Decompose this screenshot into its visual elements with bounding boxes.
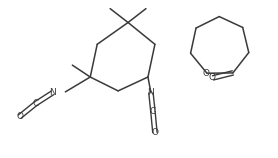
Text: O: O	[152, 128, 158, 137]
Text: O: O	[202, 69, 210, 78]
Text: C: C	[33, 99, 39, 108]
Text: O: O	[16, 112, 23, 121]
Text: N: N	[49, 88, 56, 97]
Text: N: N	[148, 88, 154, 97]
Text: O: O	[208, 73, 215, 82]
Text: C: C	[150, 107, 156, 116]
